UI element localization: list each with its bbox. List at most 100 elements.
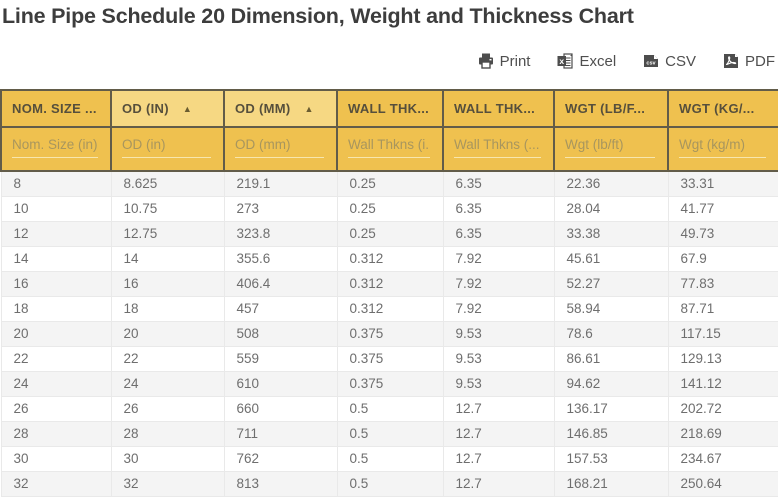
table-cell: 9.53: [443, 346, 555, 372]
table-cell: 406.4: [224, 271, 338, 297]
table-cell: 26: [0, 396, 112, 422]
column-header-0[interactable]: NOM. SIZE ...: [0, 89, 112, 128]
csv-button[interactable]: csv CSV: [643, 53, 696, 70]
table-row: 16 16 406.4 0.312 7.92 52.27 77.83: [0, 271, 778, 297]
table-cell: 22.36: [554, 171, 669, 197]
table-cell: 33.38: [554, 221, 669, 247]
column-header-label: NOM. SIZE ...: [12, 101, 97, 116]
table-cell: 9.53: [443, 321, 555, 347]
table-cell: 0.312: [337, 271, 444, 297]
filter-input-4[interactable]: [454, 134, 541, 158]
filter-cell-4: [442, 126, 555, 172]
table-cell: 18: [0, 296, 112, 322]
table-cell: 26: [111, 396, 225, 422]
table-cell: 0.5: [337, 396, 444, 422]
table-cell: 12.7: [443, 421, 555, 447]
table-cell: 273: [224, 196, 338, 222]
table-row: 8 8.625 219.1 0.25 6.35 22.36 33.31: [0, 171, 778, 197]
table-cell: 7.92: [443, 296, 555, 322]
table-filter-row: [0, 126, 778, 172]
column-header-label: OD (MM): [235, 101, 291, 116]
filter-cell-1: [110, 126, 225, 172]
table-cell: 6.35: [443, 171, 555, 197]
table-cell: 8.625: [111, 171, 225, 197]
table-cell: 20: [111, 321, 225, 347]
column-header-4[interactable]: WALL THK...: [442, 89, 555, 128]
print-button-label: Print: [499, 52, 531, 70]
table-cell: 86.61: [554, 346, 669, 372]
table-cell: 0.375: [337, 371, 444, 397]
svg-text:csv: csv: [647, 61, 657, 67]
table-cell: 7.92: [443, 271, 555, 297]
filter-input-1[interactable]: [122, 134, 211, 158]
table-cell: 146.85: [554, 421, 669, 447]
table-row: 26 26 660 0.5 12.7 136.17 202.72: [0, 396, 778, 422]
table-cell: 30: [0, 446, 112, 472]
csv-icon: csv: [643, 53, 659, 69]
filter-input-5[interactable]: [565, 134, 655, 158]
table-cell: 22: [111, 346, 225, 372]
sort-ascending-icon: ▲: [182, 104, 193, 114]
excel-button-label: Excel: [579, 52, 617, 70]
filter-cell-2: [223, 126, 338, 172]
table-row: 28 28 711 0.5 12.7 146.85 218.69: [0, 421, 778, 447]
filter-input-6[interactable]: [679, 134, 766, 158]
table-cell: 136.17: [554, 396, 669, 422]
table-cell: 24: [0, 371, 112, 397]
table-cell: 10.75: [111, 196, 225, 222]
excel-button[interactable]: x Excel: [557, 53, 616, 70]
table-cell: 129.13: [668, 346, 778, 372]
table-cell: 77.83: [668, 271, 778, 297]
table-cell: 14: [0, 246, 112, 272]
table-cell: 78.6: [554, 321, 669, 347]
page-title: Line Pipe Schedule 20 Dimension, Weight …: [2, 4, 634, 28]
export-toolbar: Print x Excel csv CSV: [0, 50, 775, 72]
table-cell: 0.375: [337, 321, 444, 347]
table-cell: 0.25: [337, 171, 444, 197]
table-cell: 6.35: [443, 221, 555, 247]
column-header-6[interactable]: WGT (KG/...: [667, 89, 778, 128]
print-button[interactable]: Print: [478, 52, 531, 70]
column-header-label: OD (IN): [122, 101, 169, 116]
column-header-label: WGT (KG/...: [679, 101, 755, 116]
column-header-label: WGT (LB/F...: [565, 101, 646, 116]
pdf-icon: [723, 53, 739, 69]
column-header-1[interactable]: OD (IN) ▲: [110, 89, 225, 128]
table-header-row: NOM. SIZE ... OD (IN) ▲ OD (MM) ▲ WALL THK...…: [0, 89, 778, 128]
table-cell: 87.71: [668, 296, 778, 322]
table-cell: 10: [0, 196, 112, 222]
table-cell: 45.61: [554, 246, 669, 272]
table-cell: 0.312: [337, 296, 444, 322]
table-cell: 219.1: [224, 171, 338, 197]
table-cell: 508: [224, 321, 338, 347]
column-header-5[interactable]: WGT (LB/F...: [553, 89, 669, 128]
table-cell: 0.5: [337, 446, 444, 472]
table-cell: 457: [224, 296, 338, 322]
filter-input-3[interactable]: [348, 134, 430, 158]
table-cell: 28: [111, 421, 225, 447]
table-row: 30 30 762 0.5 12.7 157.53 234.67: [0, 446, 778, 472]
table-cell: 218.69: [668, 421, 778, 447]
filter-input-2[interactable]: [235, 134, 324, 158]
column-header-3[interactable]: WALL THK...: [336, 89, 444, 128]
pdf-button-label: PDF: [745, 52, 775, 70]
table-row: 22 22 559 0.375 9.53 86.61 129.13: [0, 346, 778, 372]
table-cell: 22: [0, 346, 112, 372]
table-row: 20 20 508 0.375 9.53 78.6 117.15: [0, 321, 778, 347]
table-cell: 234.67: [668, 446, 778, 472]
table-cell: 49.73: [668, 221, 778, 247]
table-row: 14 14 355.6 0.312 7.92 45.61 67.9: [0, 246, 778, 272]
pdf-button[interactable]: PDF: [723, 53, 775, 70]
table-cell: 7.92: [443, 246, 555, 272]
filter-cell-6: [667, 126, 778, 172]
table-cell: 12: [0, 221, 112, 247]
table-cell: 16: [111, 271, 225, 297]
filter-cell-3: [336, 126, 444, 172]
table-cell: 9.53: [443, 371, 555, 397]
table-cell: 157.53: [554, 446, 669, 472]
filter-input-0[interactable]: [12, 134, 98, 158]
table-cell: 30: [111, 446, 225, 472]
column-header-2[interactable]: OD (MM) ▲: [223, 89, 338, 128]
table-cell: 762: [224, 446, 338, 472]
table-cell: 28.04: [554, 196, 669, 222]
